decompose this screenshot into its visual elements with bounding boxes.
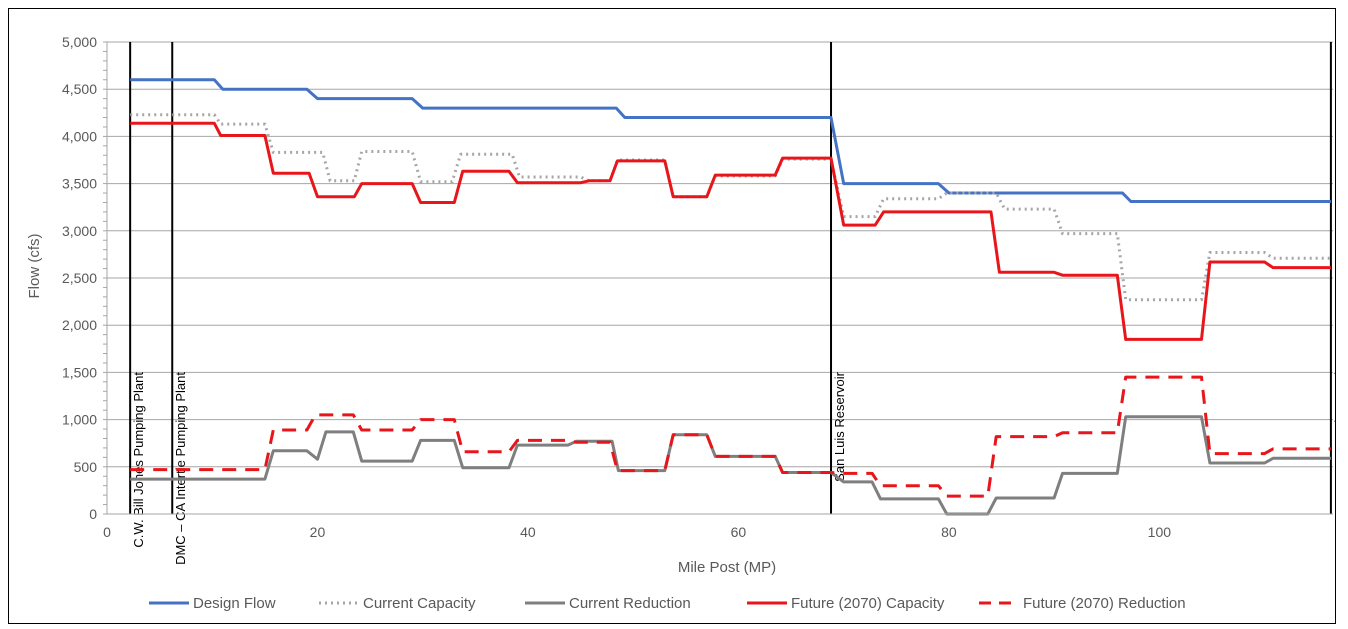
series-line-4 xyxy=(130,375,1331,498)
y-tick-label: 500 xyxy=(74,459,98,475)
y-tick-label: 3,000 xyxy=(62,223,97,239)
legend-label-3: Future (2070) Capacity xyxy=(791,595,945,612)
x-tick-label: 0 xyxy=(103,524,111,540)
x-axis-title: Mile Post (MP) xyxy=(678,559,776,576)
legend-label-4: Future (2070) Reduction xyxy=(1023,595,1186,612)
y-tick-label: 4,000 xyxy=(62,128,97,144)
legend-label-1: Current Capacity xyxy=(363,595,476,612)
y-tick-label: 1,500 xyxy=(62,364,97,380)
marker-label-3: Mendota Pool xyxy=(1332,372,1335,452)
x-tick-label: 100 xyxy=(1148,524,1172,540)
chart-frame: C.W. Bill Jones Pumping Plant DMC – CA In… xyxy=(8,8,1336,624)
series-line-3 xyxy=(130,121,1331,341)
legend-label-2: Current Reduction xyxy=(569,595,691,612)
y-tick-label: 2,500 xyxy=(62,270,97,286)
series-line-2 xyxy=(130,415,1331,516)
series-line-0 xyxy=(130,78,1331,203)
y-tick-label: 5,000 xyxy=(62,34,97,50)
flow-chart: C.W. Bill Jones Pumping Plant DMC – CA In… xyxy=(26,34,1335,612)
y-tick-label: 3,500 xyxy=(62,176,97,192)
y-tick-label: 2,000 xyxy=(62,317,97,333)
series-line-1 xyxy=(130,113,1331,302)
legend: Design Flow Current Capacity Current Reduc… xyxy=(149,595,1186,612)
marker-label-0: C.W. Bill Jones Pumping Plant xyxy=(131,372,146,548)
x-tick-label: 40 xyxy=(520,524,536,540)
legend-label-0: Design Flow xyxy=(193,595,276,612)
x-tick-label: 60 xyxy=(731,524,747,540)
y-tick-label: 0 xyxy=(89,506,97,522)
x-tick-label: 80 xyxy=(941,524,957,540)
marker-label-2: San Luis Reservoir xyxy=(832,371,847,481)
y-tick-label: 1,000 xyxy=(62,412,97,428)
y-tick-label: 4,500 xyxy=(62,81,97,97)
x-tick-label: 20 xyxy=(310,524,326,540)
y-axis-title: Flow (cfs) xyxy=(26,234,43,299)
